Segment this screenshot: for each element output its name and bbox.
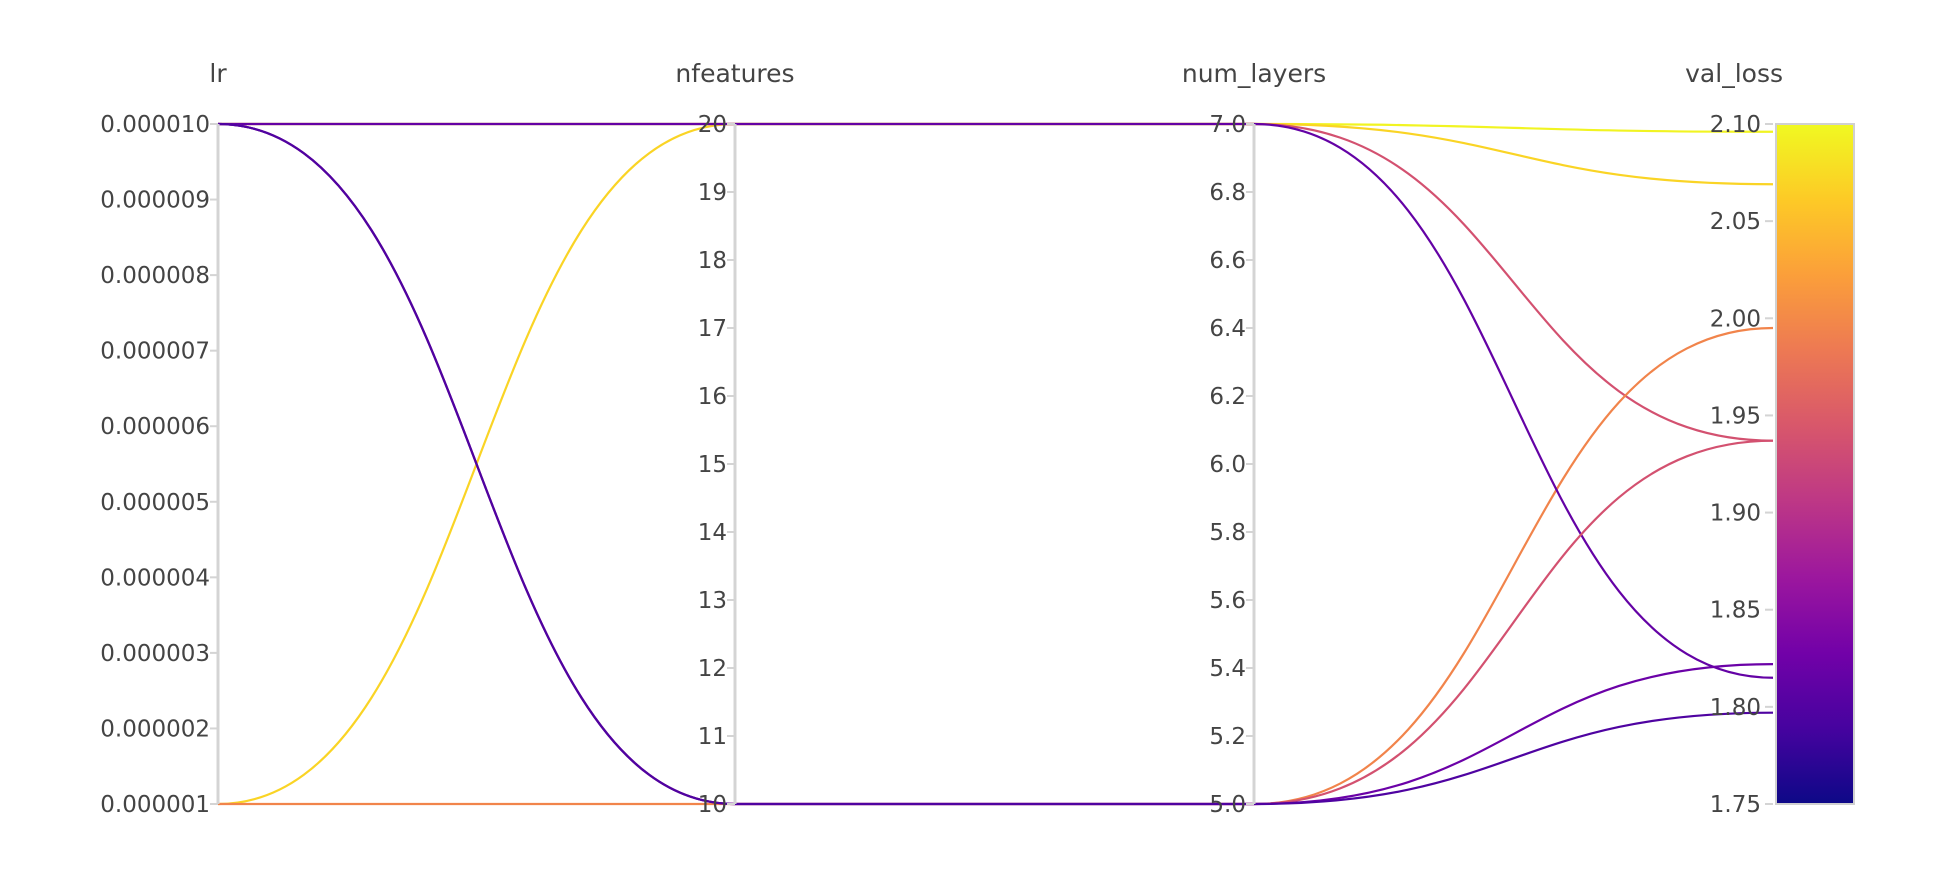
tick-label: 6.2 xyxy=(1209,384,1246,410)
run-line-2 xyxy=(218,122,1774,442)
tick-label: 0.000008 xyxy=(100,263,210,289)
tick-label: 0.000010 xyxy=(100,112,210,138)
tick-label: 14 xyxy=(698,520,727,546)
axis-title: val_loss xyxy=(1685,59,1783,88)
tick-label: 0.000004 xyxy=(100,565,210,591)
run-line-0 xyxy=(218,122,1774,133)
tick-label: 0.000001 xyxy=(100,792,210,818)
axis-num_layers[interactable]: num_layers 5.0 5.2 5.4 5.6 5.8 6.0 6.2 6.4 6.6 6.8… xyxy=(1182,59,1326,818)
tick-label: 13 xyxy=(698,588,727,614)
tick-label: 6.0 xyxy=(1209,452,1246,478)
tick-label: 6.4 xyxy=(1209,316,1246,342)
axis-title: num_layers xyxy=(1182,59,1326,88)
tick-label: 5.8 xyxy=(1209,520,1246,546)
tick-label: 19 xyxy=(698,180,727,206)
tick-label: 5.6 xyxy=(1209,588,1246,614)
tick-label: 0.000009 xyxy=(100,188,210,214)
tick-label: 7.0 xyxy=(1209,112,1246,138)
tick-label: 18 xyxy=(698,248,727,274)
tick-label: 0.000007 xyxy=(100,339,210,365)
run-line-7 xyxy=(217,122,1774,806)
tick-label: 6.8 xyxy=(1209,180,1246,206)
tick-label: 5.2 xyxy=(1209,724,1246,750)
axes: lr 0.000001 0.000002 0.000003 0.000004 0.0000… xyxy=(100,59,1783,818)
tick-label: 1.75 xyxy=(1710,792,1761,818)
tick-label: 0.000005 xyxy=(100,490,210,516)
axis-nfeatures[interactable]: nfeatures 10 11 12 13 14 15 16 17 18 19 20 xyxy=(675,59,794,818)
tick-label: 1.95 xyxy=(1710,403,1761,429)
tick-label: 16 xyxy=(698,384,727,410)
tick-label: 2.10 xyxy=(1710,112,1761,138)
colorbar-gradient xyxy=(1775,123,1855,805)
tick-label: 2.00 xyxy=(1710,306,1761,332)
run-lines xyxy=(217,122,1774,806)
tick-label: 0.000002 xyxy=(100,716,210,742)
tick-label: 6.6 xyxy=(1209,248,1246,274)
run-line-6 xyxy=(217,122,1774,806)
tick-label: 12 xyxy=(698,656,727,682)
run-line-4 xyxy=(218,122,1774,679)
axis-lr[interactable]: lr 0.000001 0.000002 0.000003 0.000004 0.0000… xyxy=(100,59,227,818)
colorbar xyxy=(1775,123,1855,805)
tick-label: 0.000003 xyxy=(100,641,210,667)
tick-label: 1.80 xyxy=(1710,695,1761,721)
axis-title: nfeatures xyxy=(675,59,794,88)
tick-label: 1.90 xyxy=(1710,501,1761,527)
tick-label: 10 xyxy=(698,792,727,818)
tick-label: 11 xyxy=(698,724,727,750)
tick-label: 15 xyxy=(698,452,727,478)
axis-val_loss[interactable]: val_loss 1.75 1.80 1.85 1.90 1.95 2.00 2.05 2.10 xyxy=(1685,59,1783,818)
axis-title: lr xyxy=(209,59,227,88)
tick-label: 1.85 xyxy=(1710,598,1761,624)
run-line-1 xyxy=(217,122,1774,806)
tick-label: 5.0 xyxy=(1209,792,1246,818)
tick-label: 17 xyxy=(698,316,727,342)
run-line-5 xyxy=(217,122,1774,806)
tick-label: 0.000006 xyxy=(100,414,210,440)
tick-label: 2.05 xyxy=(1710,209,1761,235)
tick-label: 5.4 xyxy=(1209,656,1246,682)
tick-label: 20 xyxy=(698,112,727,138)
